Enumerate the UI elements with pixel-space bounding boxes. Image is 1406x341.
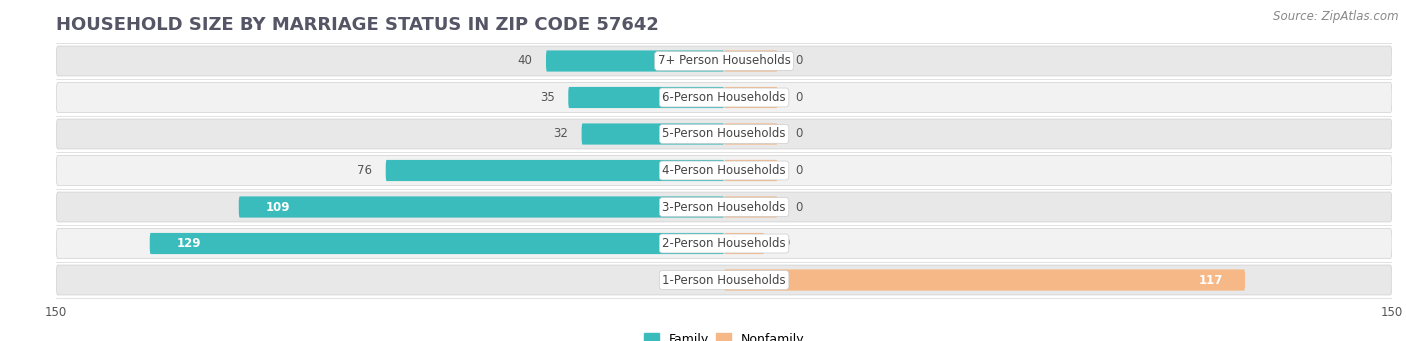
Text: 129: 129 — [177, 237, 201, 250]
FancyBboxPatch shape — [239, 196, 724, 218]
Text: 1-Person Households: 1-Person Households — [662, 273, 786, 286]
Text: 32: 32 — [554, 128, 568, 140]
FancyBboxPatch shape — [546, 50, 724, 72]
FancyBboxPatch shape — [385, 160, 724, 181]
FancyBboxPatch shape — [724, 233, 765, 254]
FancyBboxPatch shape — [724, 50, 778, 72]
Text: 4-Person Households: 4-Person Households — [662, 164, 786, 177]
FancyBboxPatch shape — [150, 233, 724, 254]
Text: 3-Person Households: 3-Person Households — [662, 201, 786, 213]
FancyBboxPatch shape — [724, 196, 778, 218]
Text: HOUSEHOLD SIZE BY MARRIAGE STATUS IN ZIP CODE 57642: HOUSEHOLD SIZE BY MARRIAGE STATUS IN ZIP… — [56, 16, 659, 34]
Text: 0: 0 — [796, 91, 803, 104]
FancyBboxPatch shape — [582, 123, 724, 145]
Text: 0: 0 — [796, 164, 803, 177]
FancyBboxPatch shape — [56, 46, 1392, 76]
FancyBboxPatch shape — [56, 155, 1392, 186]
Text: 9: 9 — [782, 237, 790, 250]
Text: 76: 76 — [357, 164, 373, 177]
Text: 40: 40 — [517, 55, 533, 68]
FancyBboxPatch shape — [568, 87, 724, 108]
Text: 7+ Person Households: 7+ Person Households — [658, 55, 790, 68]
FancyBboxPatch shape — [56, 192, 1392, 222]
FancyBboxPatch shape — [724, 123, 778, 145]
FancyBboxPatch shape — [56, 83, 1392, 113]
Legend: Family, Nonfamily: Family, Nonfamily — [640, 328, 808, 341]
FancyBboxPatch shape — [724, 269, 1246, 291]
Text: 0: 0 — [796, 128, 803, 140]
FancyBboxPatch shape — [56, 228, 1392, 258]
Text: 35: 35 — [540, 91, 555, 104]
Text: 0: 0 — [796, 55, 803, 68]
Text: 109: 109 — [266, 201, 290, 213]
Text: 2-Person Households: 2-Person Households — [662, 237, 786, 250]
FancyBboxPatch shape — [724, 87, 778, 108]
Text: 6-Person Households: 6-Person Households — [662, 91, 786, 104]
Text: 0: 0 — [796, 201, 803, 213]
Text: 117: 117 — [1198, 273, 1223, 286]
FancyBboxPatch shape — [56, 265, 1392, 295]
Text: Source: ZipAtlas.com: Source: ZipAtlas.com — [1274, 10, 1399, 23]
Text: 5-Person Households: 5-Person Households — [662, 128, 786, 140]
FancyBboxPatch shape — [56, 119, 1392, 149]
FancyBboxPatch shape — [724, 160, 778, 181]
